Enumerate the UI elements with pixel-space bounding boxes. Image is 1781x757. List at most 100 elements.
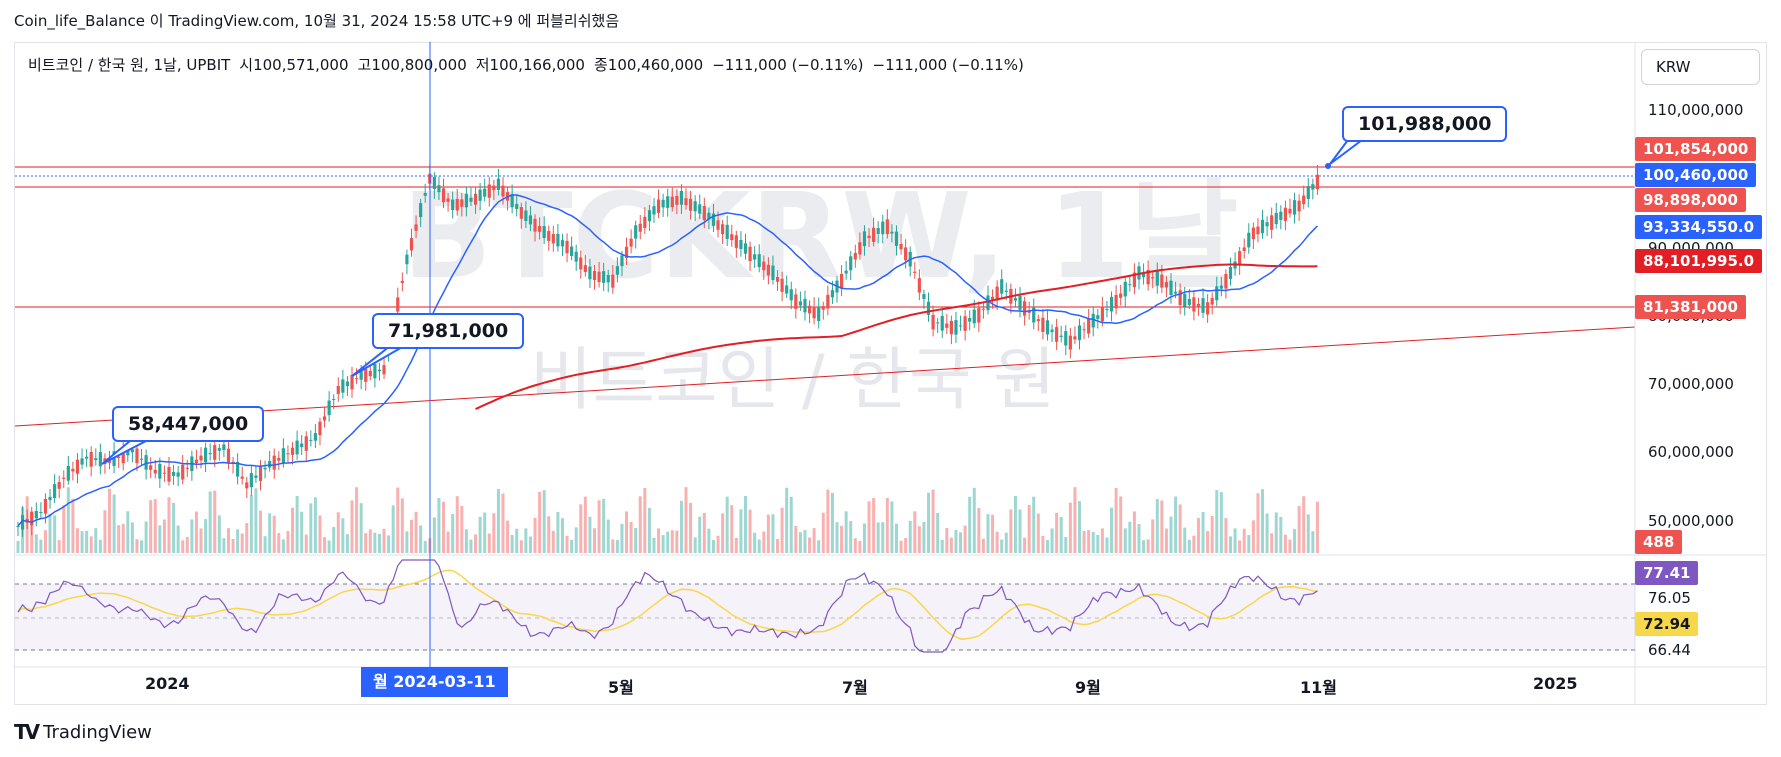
volume-bar <box>1000 539 1004 553</box>
volume-bar <box>560 518 564 553</box>
candle-body <box>277 457 281 461</box>
candle-body <box>1082 329 1086 331</box>
candle-body <box>853 252 857 260</box>
volume-bar <box>309 503 313 553</box>
volume-bar <box>602 499 606 553</box>
candle-body <box>1096 315 1100 319</box>
volume-bar <box>332 526 336 553</box>
volume-bar <box>629 521 633 553</box>
volume-bar <box>954 529 958 553</box>
candle-body <box>821 306 825 310</box>
volume-bar <box>597 500 601 553</box>
volume-bar <box>1132 511 1136 553</box>
volume-bar <box>222 538 226 553</box>
candle-body <box>913 271 917 273</box>
candle-body <box>153 469 157 474</box>
candle-body <box>785 285 789 294</box>
volume-bar <box>679 500 683 553</box>
candle-body <box>817 306 821 322</box>
tradingview-brand[interactable]: TV TradingView <box>14 720 152 744</box>
candle-body <box>1215 286 1219 301</box>
candle-body <box>364 368 368 382</box>
volume-bar <box>1293 529 1297 553</box>
candle-body <box>162 472 167 474</box>
candle-body <box>990 296 995 300</box>
candle-body <box>1283 207 1287 221</box>
volume-bar <box>1183 527 1187 553</box>
candle-body <box>647 210 652 222</box>
volume-bar <box>1196 518 1200 553</box>
volume-bar <box>281 539 285 553</box>
volume-bar <box>162 519 166 553</box>
volume-bar <box>43 530 47 553</box>
volume-bar <box>295 496 299 553</box>
candle-body <box>949 320 953 335</box>
candle-body <box>1238 251 1242 265</box>
volume-bar <box>803 530 807 553</box>
volume-bar <box>496 489 500 553</box>
volume-bar <box>789 496 793 553</box>
candle-body <box>963 316 967 331</box>
volume-bar <box>986 514 990 553</box>
candle-body <box>30 511 34 526</box>
brand-name: TradingView <box>43 721 152 743</box>
volume-bar <box>913 511 917 553</box>
candle-body <box>885 219 889 235</box>
candle-body <box>1141 272 1146 278</box>
volume-bar <box>204 519 208 553</box>
candle-body <box>766 264 770 276</box>
volume-bar <box>16 541 20 553</box>
volume-bar <box>899 540 903 553</box>
symbol-info-line[interactable]: 비트코인 / 한국 원, 1날, UPBIT 시100,571,000 고100,8… <box>28 54 1033 75</box>
volume-bar <box>1297 505 1301 553</box>
volume-bar <box>350 500 354 553</box>
callout-peak[interactable]: 101,988,000 <box>1342 106 1508 142</box>
volume-bar <box>862 523 866 553</box>
volume-bar <box>730 505 734 553</box>
volume-bar <box>1270 533 1274 553</box>
volume-bar <box>103 510 107 553</box>
candle-body <box>1297 200 1301 212</box>
candle-body <box>222 444 226 450</box>
candle-body <box>185 467 189 469</box>
candle-body <box>268 460 272 468</box>
candle-body <box>1164 282 1169 288</box>
volume-bar <box>853 538 857 553</box>
candle-body <box>139 458 144 460</box>
volume-bar <box>62 505 66 553</box>
candle-body <box>528 215 533 225</box>
volume-bar <box>1256 493 1260 553</box>
candle-body <box>688 198 693 211</box>
volume-bar <box>1045 540 1049 553</box>
candle-body <box>707 212 711 220</box>
volume-bar <box>963 525 967 553</box>
volume-bar <box>995 531 999 553</box>
volume-bar <box>515 528 519 553</box>
candle-body <box>327 400 331 416</box>
candle-body <box>400 280 404 284</box>
callout-march[interactable]: 71,981,000 <box>372 313 525 349</box>
volume-bar <box>904 538 908 553</box>
callout-jan[interactable]: 58,447,000 <box>112 406 265 442</box>
volume-bar <box>1265 513 1269 553</box>
candle-body <box>263 467 267 470</box>
volume-bar <box>542 490 546 553</box>
volume-bar <box>263 536 267 553</box>
trend-line <box>14 326 1636 427</box>
volume-bar <box>89 536 93 553</box>
volume-bar <box>707 528 711 553</box>
candle-body <box>368 370 372 377</box>
candle-body <box>734 235 738 248</box>
candle-body <box>1073 336 1077 340</box>
candle-body <box>80 458 84 465</box>
candle-body <box>1077 325 1082 341</box>
candle-body <box>1206 302 1210 315</box>
volume-bar <box>890 501 894 553</box>
volume-bar <box>199 528 203 553</box>
candle-body <box>245 482 249 489</box>
symbol-name[interactable]: 비트코인 / 한국 원, 1날, UPBIT <box>28 56 231 74</box>
volume-bar <box>776 539 780 553</box>
currency-selector[interactable]: KRW <box>1641 49 1760 85</box>
volume-bar <box>698 516 702 553</box>
